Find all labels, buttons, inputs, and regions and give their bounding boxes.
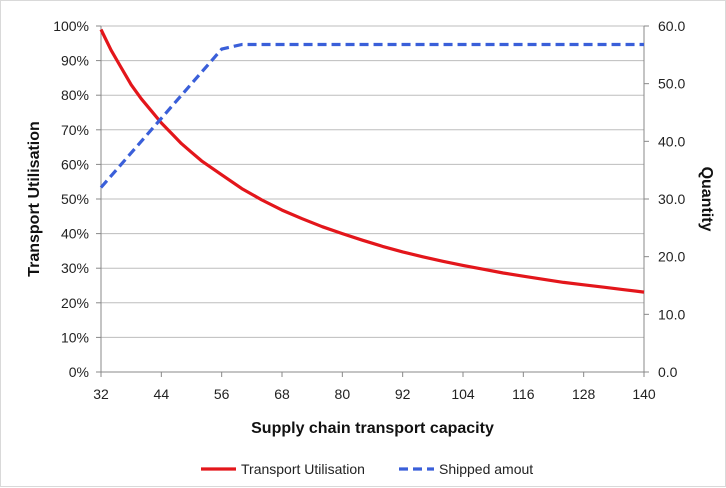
y-right-tick-label: 10.0	[658, 306, 685, 322]
y-left-tick-label: 70%	[61, 122, 89, 138]
y-left-tick-label: 40%	[61, 226, 89, 242]
y-left-tick-label: 80%	[61, 87, 89, 103]
y-left-tick-label: 100%	[53, 18, 89, 34]
x-tick-label: 140	[632, 386, 656, 402]
x-tick-label: 68	[274, 386, 290, 402]
y-left-tick-label: 90%	[61, 53, 89, 69]
x-tick-label: 56	[214, 386, 230, 402]
y-left-tick-label: 50%	[61, 191, 89, 207]
legend-label-transport-utilisation: Transport Utilisation	[241, 461, 365, 477]
x-tick-label: 92	[395, 386, 411, 402]
y-left-tick-label: 30%	[61, 260, 89, 276]
y-left-tick-label: 60%	[61, 156, 89, 172]
y-right-tick-label: 50.0	[658, 76, 685, 92]
y-right-tick-label: 20.0	[658, 249, 685, 265]
x-tick-label: 116	[512, 386, 535, 402]
x-axis-title: Supply chain transport capacity	[251, 420, 494, 437]
x-tick-label: 128	[572, 386, 596, 402]
y-right-tick-label: 40.0	[658, 133, 685, 149]
x-tick-label: 80	[335, 386, 351, 402]
y-right-tick-label: 60.0	[658, 18, 685, 34]
legend-label-shipped-amount: Shipped amout	[439, 461, 533, 477]
y-left-tick-label: 10%	[61, 329, 89, 345]
y-left-tick-label: 0%	[69, 364, 89, 380]
y-right-tick-label: 30.0	[658, 191, 685, 207]
y-left-tick-label: 20%	[61, 295, 89, 311]
x-tick-label: 104	[451, 386, 475, 402]
series-line-shipped-amount	[99, 42, 644, 189]
y-right-tick-label: 0.0	[658, 364, 678, 380]
y-right-axis-title: Quantity	[698, 167, 715, 232]
series-line-transport-utilisation	[99, 28, 645, 294]
x-tick-label: 32	[93, 386, 109, 402]
y-left-axis-title: Transport Utilisation	[26, 121, 43, 277]
x-tick-label: 44	[154, 386, 170, 402]
